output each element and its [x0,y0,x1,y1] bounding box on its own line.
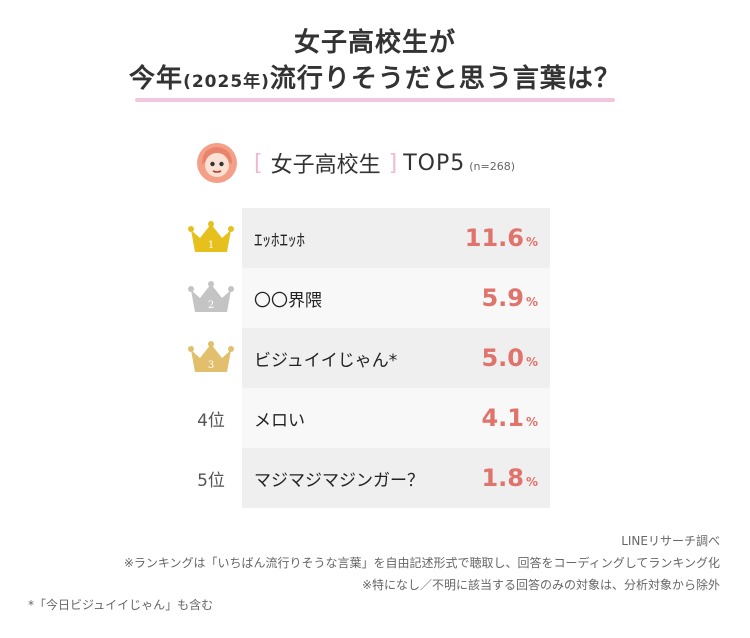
page-title-line2: 今年(2025年)流行りそうだと思う言葉は？ [0,58,750,95]
crown-rank-number: 3 [208,360,214,371]
title-post: 流行りそうだと思う言葉は？ [269,64,621,94]
notes: LINEリサーチ調べ ※ランキングは「いちばん流行りそうな言葉」を自由記述形式で… [124,530,720,596]
percent-number: 5.0 [481,344,524,372]
bronze-crown-icon: 3 [188,341,234,372]
row-cell: 〇〇界隈 5.9% [242,268,550,328]
page-title-line1: 女子高校生が [293,28,456,58]
title-pre: 今年 [129,64,184,94]
row-cell: マジマジマジンガー？ 1.8% [242,448,550,508]
percent-value: 1.8% [481,464,538,492]
percent-value: 11.6% [465,224,538,252]
word-label: 〇〇界隈 [254,290,322,311]
word-label: ビジュイイじゃん* [254,350,398,371]
gold-crown-icon: 1 [188,221,234,252]
word-label: メロい [254,410,305,431]
percent-unit: % [525,475,538,489]
crown-rank-number: 1 [208,240,214,251]
sample-size: (n=268) [469,159,516,173]
silver-crown-icon: 2 [188,281,234,312]
ranking-row: 4位 メロい 4.1% [180,388,550,448]
rank-label: 5位 [197,470,225,491]
ranking-row: 3 ビジュイイじゃん* 5.0% [180,328,550,388]
top5-label: TOP5 [403,150,466,176]
exclusion-note: ※特になし／不明に該当する回答のみの対象は、分析対象から除外 [361,578,720,592]
rank-cell: 1 [180,208,242,268]
percent-value: 4.1% [481,404,538,432]
ranking-table: 1 ｴｯﾎｴｯﾎ 11.6% 2 〇〇界隈 5.9% 3 ビジュイイじゃん* 5.0% 4位 メロい… [180,208,550,508]
title-underline [135,98,615,102]
footnote: *「今日ビジュイイじゃん」も含む [28,598,214,612]
ranking-row: 1 ｴｯﾎｴｯﾎ 11.6% [180,208,550,268]
rank-cell: 2 [180,268,242,328]
bracket-left: [ [254,150,263,176]
subheader: [ 女子高校生 ] TOP5 (n=268) [196,143,515,183]
rank-cell: 5位 [180,448,242,508]
percent-unit: % [525,235,538,249]
row-cell: メロい 4.1% [242,388,550,448]
method-note: ※ランキングは「いちばん流行りそうな言葉」を自由記述形式で聴取し、回答をコーディ… [123,556,720,570]
percent-number: 11.6 [464,224,524,252]
word-label: マジマジマジンガー？ [254,470,424,491]
crown-rank-number: 2 [208,300,214,311]
percent-number: 5.9 [481,284,524,312]
ranking-row: 2 〇〇界隈 5.9% [180,268,550,328]
percent-value: 5.0% [481,344,538,372]
word-label: ｴｯﾎｴｯﾎ [254,230,305,251]
schoolgirl-face-icon [197,143,237,183]
rank-cell: 3 [180,328,242,388]
bracket-right: ] [388,150,398,176]
rank-label: 4位 [197,410,225,431]
rank-cell: 4位 [180,388,242,448]
percent-unit: % [525,415,538,429]
ranking-row: 5位 マジマジマジンガー？ 1.8% [180,448,550,508]
percent-value: 5.9% [481,284,538,312]
percent-unit: % [525,295,538,309]
title-year: (2025年) [183,72,270,92]
source-note: LINEリサーチ調べ [621,534,720,548]
row-cell: ｴｯﾎｴｯﾎ 11.6% [242,208,550,268]
percent-number: 1.8 [481,464,524,492]
percent-number: 4.1 [481,404,524,432]
percent-unit: % [525,355,538,369]
segment-label: 女子高校生 [270,153,381,178]
row-cell: ビジュイイじゃん* 5.0% [242,328,550,388]
